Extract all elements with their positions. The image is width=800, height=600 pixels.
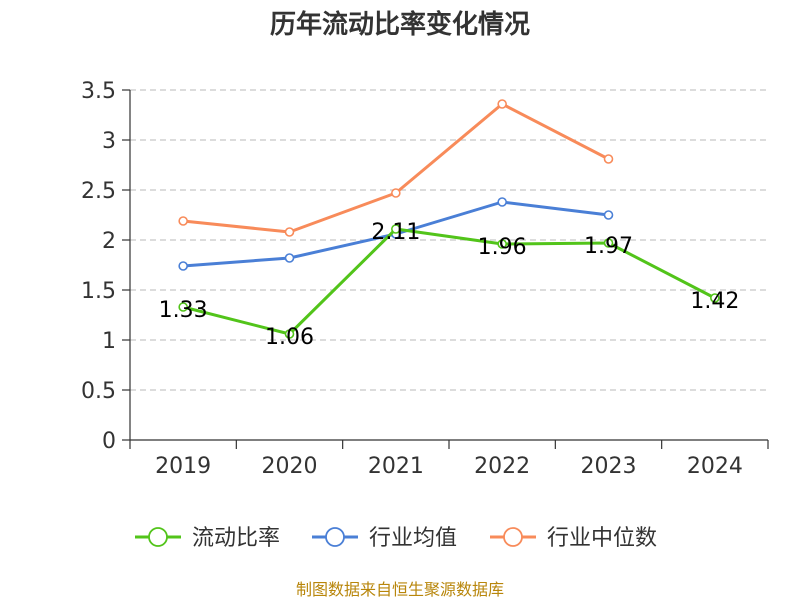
data-point [497, 239, 507, 249]
series-line [183, 102, 610, 234]
legend-item: 行业均值 [312, 526, 457, 551]
data-point [284, 329, 295, 339]
source-note: 制图数据来自恒生聚源数据库 [296, 580, 504, 599]
data-point [178, 216, 188, 226]
legend-item: 流动比率 [135, 526, 280, 551]
data-label: 1.96 [478, 235, 527, 260]
data-point [497, 99, 507, 109]
chart-title: 历年流动比率变化情况 [270, 9, 530, 40]
data-point [391, 188, 401, 198]
series-line [182, 227, 716, 336]
data-label: 2.11 [371, 220, 420, 245]
x-tick-label: 2022 [474, 454, 530, 479]
y-tick-label: 3 [102, 129, 116, 154]
data-point [603, 238, 614, 248]
legend-swatch-marker [503, 527, 523, 547]
data-point [284, 253, 295, 263]
data-point [603, 154, 614, 164]
x-tick-label: 2023 [581, 454, 637, 479]
data-label: 1.33 [159, 298, 208, 323]
x-tick-label: 2020 [262, 454, 318, 479]
y-tick-label: 2.5 [81, 179, 116, 204]
data-label: 1.97 [584, 234, 633, 259]
y-tick-label: 0.5 [81, 379, 116, 404]
legend-swatch-marker [148, 527, 168, 547]
y-tick-label: 3.5 [81, 79, 116, 104]
y-tick-label: 0 [102, 429, 116, 454]
legend-label: 行业中位数 [547, 526, 657, 551]
data-labels: 1.33 1.06 2.11 1.96 1.97 1.42 [159, 220, 740, 350]
series-layer [178, 99, 720, 339]
legend-item: 行业中位数 [490, 526, 657, 551]
y-tick-label: 2 [102, 229, 116, 254]
data-point [284, 227, 295, 237]
data-point [497, 197, 507, 207]
x-tick-label: 2024 [687, 454, 743, 479]
data-label: 1.06 [265, 325, 314, 350]
legend: 流动比率 行业均值 行业中位数 [135, 526, 657, 551]
grid-lines [130, 89, 768, 391]
series-1 [178, 224, 720, 339]
data-point [603, 210, 614, 220]
data-label: 1.42 [690, 289, 739, 314]
legend-label: 行业均值 [369, 526, 457, 551]
axes [122, 89, 769, 449]
data-point [710, 293, 720, 303]
y-tick-label: 1 [102, 329, 116, 354]
x-tick-labels: 2019 2020 2021 2022 2023 2024 [155, 454, 743, 479]
data-point [178, 261, 188, 271]
data-point [178, 302, 188, 312]
legend-swatch-marker [325, 527, 345, 547]
data-point [391, 224, 401, 234]
x-tick-label: 2019 [155, 454, 211, 479]
series-3 [178, 99, 614, 237]
y-tick-label: 1.5 [81, 279, 116, 304]
legend-label: 流动比率 [192, 526, 280, 551]
x-tick-label: 2021 [368, 454, 424, 479]
y-tick-labels: 0 0.5 1 1.5 2 2.5 3 3.5 [81, 79, 116, 454]
